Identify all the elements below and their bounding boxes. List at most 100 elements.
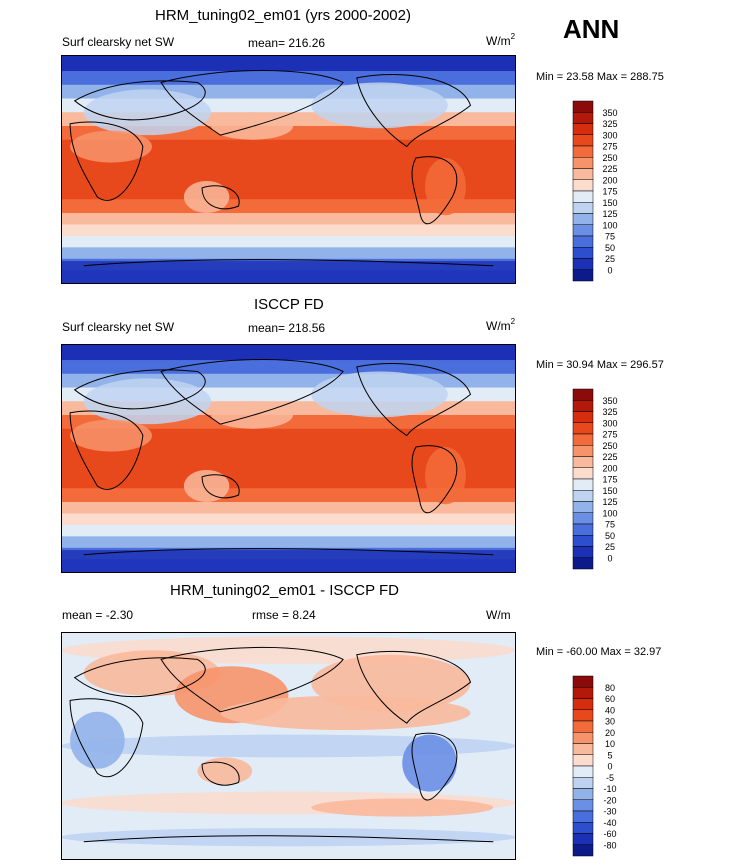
colorbar-swatch xyxy=(572,743,594,755)
colorbar-swatch xyxy=(572,833,594,845)
coastline xyxy=(73,80,206,121)
field-band xyxy=(61,513,516,526)
colorbar-swatch xyxy=(572,709,594,722)
colorbar-swatch xyxy=(572,844,594,857)
colorbar-tick-label: 225 xyxy=(602,452,617,462)
field-band xyxy=(61,488,516,503)
coastline xyxy=(356,362,472,437)
colorbar-swatch xyxy=(572,546,594,558)
colorbar-swatch xyxy=(572,190,594,203)
field-patch xyxy=(220,695,471,731)
colorbar-tick-label: 175 xyxy=(602,187,617,197)
coastline xyxy=(160,646,344,713)
colorbar-swatch xyxy=(572,777,594,789)
colorbar-tick-label: 100 xyxy=(602,220,617,230)
colorbar-swatch xyxy=(572,478,594,491)
colorbar-swatch xyxy=(572,490,594,502)
panel1-title: HRM_tuning02_em01 (yrs 2000-2002) xyxy=(155,7,411,24)
field-patch xyxy=(425,447,466,505)
colorbar-tick-label: 50 xyxy=(605,243,615,253)
units-sup: 2 xyxy=(510,317,516,326)
colorbar-swatch xyxy=(572,400,594,412)
panel1-mean: mean= 216.26 xyxy=(248,36,326,50)
field-patch xyxy=(61,828,516,847)
panel3-mean: mean = -2.30 xyxy=(62,608,134,622)
colorbar-swatch xyxy=(572,822,594,834)
colorbar-swatch xyxy=(572,145,594,158)
field-patch xyxy=(183,180,230,214)
colorbar-swatch xyxy=(572,202,594,214)
colorbar-tick-label: 325 xyxy=(602,407,617,417)
colorbar-tick-label: 300 xyxy=(602,418,617,428)
units-text: W/m xyxy=(486,34,511,48)
colorbar-swatch xyxy=(572,157,594,169)
field-band xyxy=(61,235,516,248)
coastline xyxy=(73,657,206,698)
colorbar-tick-label: 0 xyxy=(607,265,612,275)
coastline xyxy=(83,835,494,843)
colorbar-swatch xyxy=(572,501,594,513)
colorbar-swatch xyxy=(572,247,594,259)
coastline xyxy=(83,259,494,267)
colorbar-tick-label: 200 xyxy=(602,463,617,473)
coastline xyxy=(356,73,472,148)
field-patch xyxy=(197,757,253,785)
colorbar-tick-label: -30 xyxy=(603,807,616,817)
colorbar-tick-label: 50 xyxy=(605,531,615,541)
colorbar-tick-label: 250 xyxy=(602,441,617,451)
field-patch xyxy=(311,371,448,418)
season-label: ANN xyxy=(563,14,620,44)
colorbar-swatch xyxy=(572,422,594,435)
colorbar-swatch xyxy=(572,213,594,225)
colorbar-tick-label: 20 xyxy=(605,728,615,738)
field-patch xyxy=(70,419,152,452)
colorbar-swatch xyxy=(572,523,594,536)
map-frame xyxy=(61,344,516,573)
colorbar-swatch xyxy=(572,557,594,570)
colorbar-tick-label: 175 xyxy=(602,475,617,485)
field-patch xyxy=(70,711,125,769)
field-patch xyxy=(425,158,466,216)
field-band xyxy=(61,224,516,237)
colorbar-tick-label: -40 xyxy=(603,818,616,828)
field-patch xyxy=(70,130,152,163)
colorbar-swatch xyxy=(572,388,594,401)
panel1-minmax: Min = 23.58 Max = 288.75 xyxy=(536,71,664,83)
map-frame xyxy=(61,55,516,284)
field-patch xyxy=(402,734,457,792)
colorbar-swatch xyxy=(572,456,594,468)
colorbar-tick-label: 125 xyxy=(602,209,617,219)
field-patch xyxy=(83,89,212,136)
field-band xyxy=(61,213,516,225)
coastline xyxy=(411,445,458,514)
colorbar-tick-label: -10 xyxy=(603,784,616,794)
coastline xyxy=(69,121,144,201)
colorbar-swatch xyxy=(572,754,594,767)
panel1-variable: Surf clearsky net SW xyxy=(62,35,175,49)
field-band xyxy=(61,199,516,214)
colorbar-tick-label: 350 xyxy=(602,108,617,118)
field-patch xyxy=(211,401,294,429)
panel2-units: W/m2 xyxy=(486,317,516,333)
field-patch xyxy=(311,82,448,129)
map-frame xyxy=(61,632,516,860)
panel2-variable: Surf clearsky net SW xyxy=(62,320,175,334)
colorbar-swatch xyxy=(572,675,594,688)
field-band xyxy=(61,550,516,573)
panel3-map xyxy=(61,632,516,860)
field-band xyxy=(61,502,516,514)
colorbar-swatch xyxy=(572,411,594,423)
units-text: W/m xyxy=(486,319,511,333)
coastline xyxy=(73,369,206,410)
colorbar-tick-label: 225 xyxy=(602,164,617,174)
field-patch xyxy=(211,112,294,140)
colorbar-swatch xyxy=(572,732,594,744)
colorbar-swatch xyxy=(572,258,594,270)
colorbar-tick-label: 0 xyxy=(607,762,612,772)
colorbar-tick-label: 75 xyxy=(605,232,615,242)
colorbar-tick-label: 0 xyxy=(607,553,612,563)
colorbar-tick-label: 200 xyxy=(602,175,617,185)
colorbar-tick-label: 150 xyxy=(602,198,617,208)
